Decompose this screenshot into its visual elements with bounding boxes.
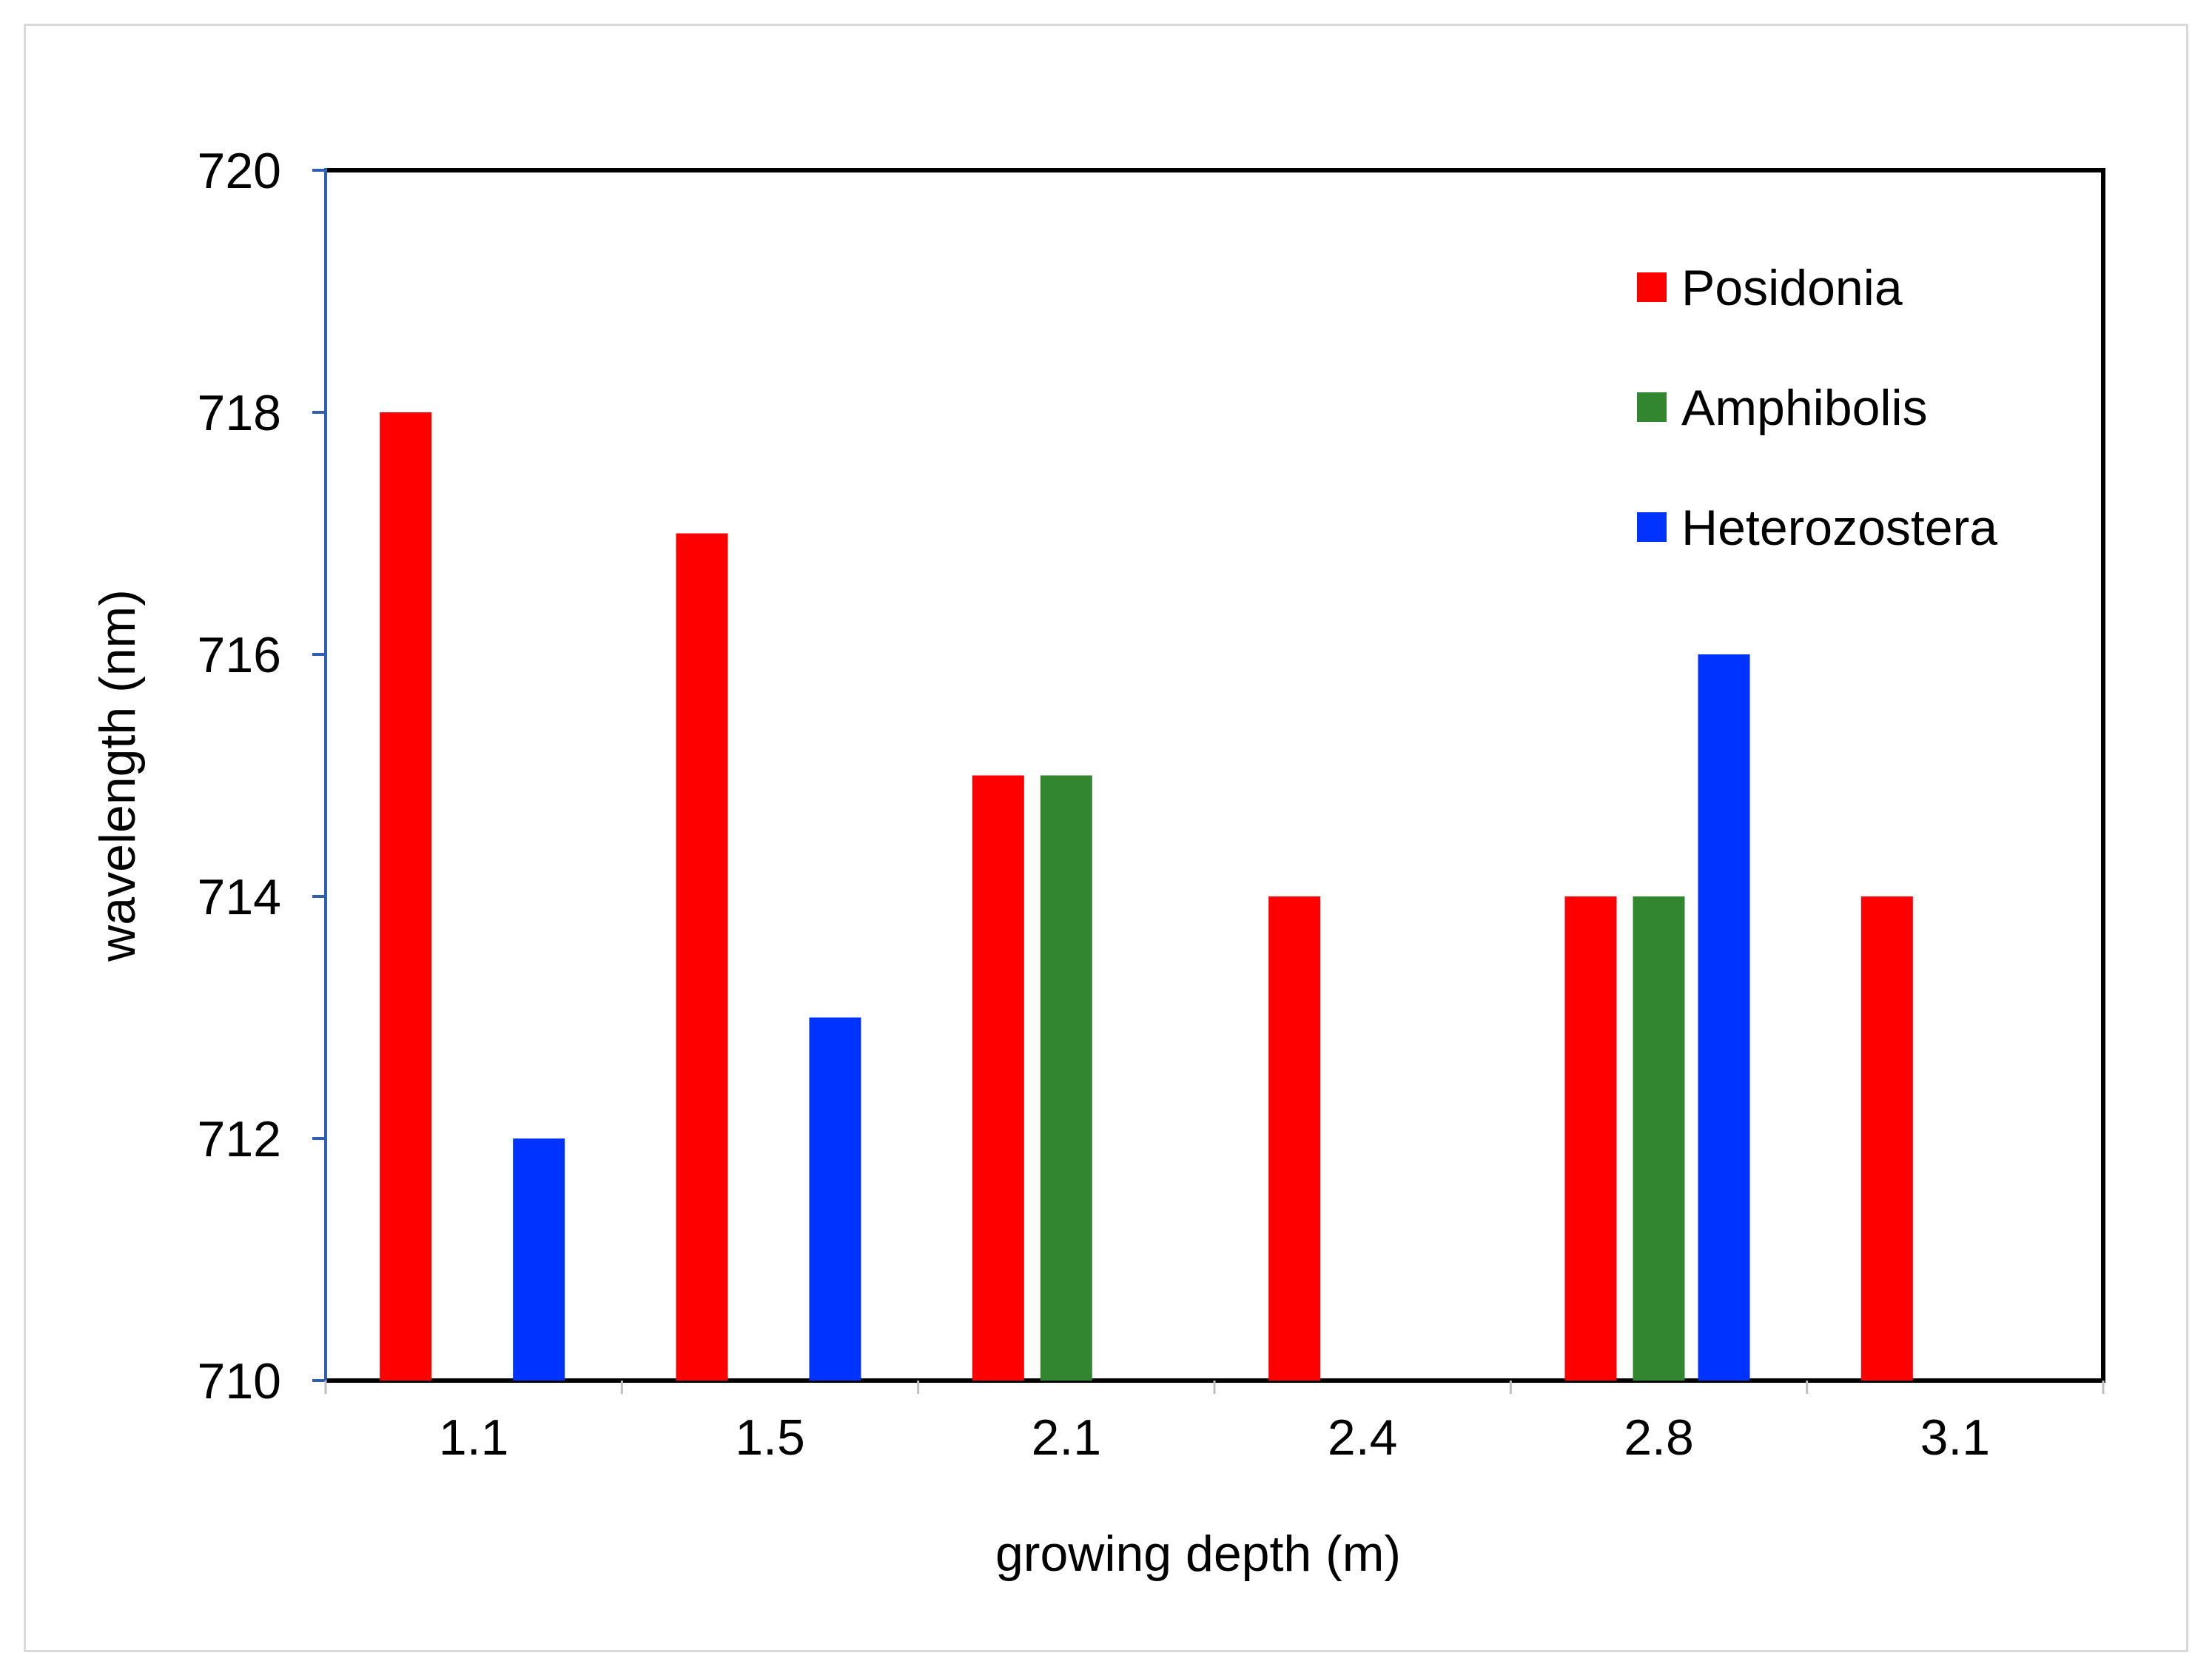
x-tick-label: 2.4 <box>1328 1409 1398 1466</box>
x-tick-label: 1.5 <box>735 1409 805 1466</box>
y-axis: 710 712 714 716 718 720 <box>198 143 327 1409</box>
bar-heterozostera-1-5 <box>809 1017 861 1381</box>
bar-posidonia-2-4 <box>1268 896 1321 1381</box>
legend-swatch-posidonia <box>1637 272 1667 302</box>
bar-heterozostera-1-1 <box>513 1139 565 1381</box>
legend-label-posidonia: Posidonia <box>1681 260 1903 316</box>
bars <box>380 412 1913 1381</box>
legend-swatch-heterozostera <box>1637 512 1667 542</box>
y-tick-label: 712 <box>198 1111 281 1167</box>
bar-posidonia-1-1 <box>380 412 432 1381</box>
legend-label-amphibolis: Amphibolis <box>1681 380 1928 436</box>
x-tick-label: 3.1 <box>1920 1409 1991 1466</box>
bar-posidonia-3-1 <box>1860 896 1913 1381</box>
bar-amphibolis-2-1 <box>1040 775 1092 1381</box>
plot-frame <box>326 168 2105 1383</box>
bar-posidonia-2-8 <box>1564 896 1617 1381</box>
legend-label-heterozostera: Heterozostera <box>1681 500 1997 556</box>
x-axis-title: growing depth (m) <box>995 1526 1401 1582</box>
bar-amphibolis-2-8 <box>1633 896 1685 1381</box>
y-tick-label: 718 <box>198 385 281 441</box>
bar-posidonia-1-5 <box>676 533 728 1381</box>
y-tick-label: 716 <box>198 627 281 683</box>
x-axis: 1.1 1.5 2.1 2.4 2.8 3.1 <box>324 1381 2105 1466</box>
x-tick-label: 2.8 <box>1624 1409 1694 1466</box>
x-tick-label: 2.1 <box>1032 1409 1102 1466</box>
y-tick-label: 714 <box>198 869 281 925</box>
x-tick-label: 1.1 <box>439 1409 509 1466</box>
legend-swatch-amphibolis <box>1637 392 1667 422</box>
bar-posidonia-2-1 <box>972 775 1024 1381</box>
y-axis-title: wavelength (nm) <box>90 589 146 962</box>
y-tick-label: 710 <box>198 1353 281 1409</box>
legend: Posidonia Amphibolis Heterozostera <box>1637 260 1997 556</box>
y-tick-label: 720 <box>198 143 281 199</box>
bar-heterozostera-2-8 <box>1698 654 1750 1381</box>
